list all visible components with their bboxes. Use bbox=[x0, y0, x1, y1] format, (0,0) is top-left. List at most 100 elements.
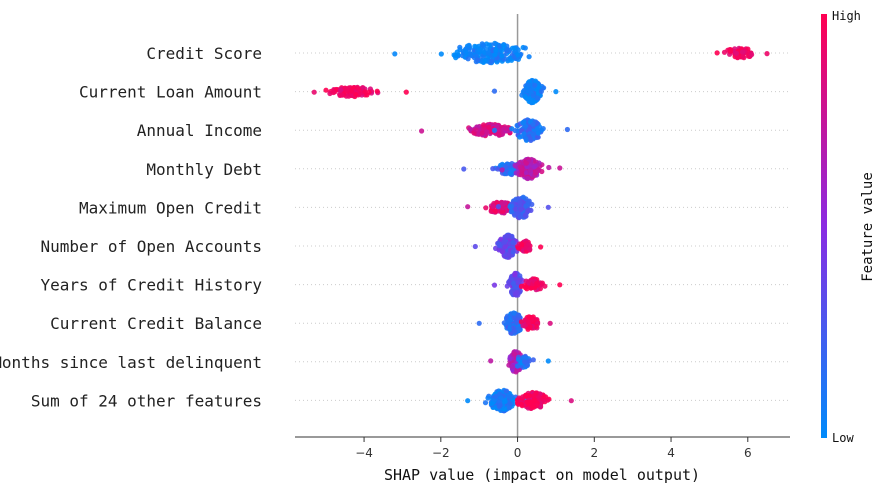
shap-dot bbox=[438, 51, 444, 57]
shap-dot bbox=[533, 390, 539, 396]
shap-dot bbox=[454, 49, 460, 55]
shap-dot bbox=[527, 324, 533, 330]
shap-dot bbox=[514, 320, 520, 326]
colorbar-title: Feature value bbox=[860, 172, 876, 282]
shap-dot bbox=[497, 391, 503, 397]
feature-label: Annual Income bbox=[137, 121, 262, 140]
shap-dot bbox=[467, 126, 473, 132]
shap-dot bbox=[526, 314, 532, 320]
colorbar: High Low Feature value bbox=[821, 9, 876, 445]
shap-dot bbox=[465, 204, 471, 210]
shap-dot bbox=[543, 394, 549, 400]
shap-dot bbox=[482, 57, 488, 64]
shap-dot bbox=[530, 132, 537, 138]
shap-dot bbox=[506, 405, 512, 411]
shap-dot bbox=[533, 323, 539, 329]
shap-dot bbox=[523, 203, 529, 209]
shap-dot bbox=[374, 88, 380, 94]
shap-dot bbox=[545, 358, 551, 364]
shap-dot bbox=[520, 194, 526, 200]
shap-dot bbox=[523, 393, 529, 399]
shap-dot bbox=[528, 137, 534, 143]
shap-dot bbox=[523, 135, 529, 141]
shap-dot bbox=[353, 91, 359, 98]
shap-dot bbox=[525, 175, 531, 182]
shap-dot bbox=[517, 200, 523, 206]
shap-dot bbox=[517, 134, 523, 140]
shap-dot bbox=[508, 209, 514, 215]
shap-dot bbox=[527, 167, 534, 173]
shap-dot bbox=[557, 165, 563, 171]
shap-dot bbox=[512, 272, 518, 278]
shap-dot bbox=[523, 278, 529, 284]
shap-dot bbox=[514, 368, 520, 374]
shap-dot bbox=[466, 42, 472, 49]
shap-dot bbox=[512, 128, 518, 134]
shap-dot bbox=[518, 206, 524, 212]
shap-dot bbox=[528, 207, 534, 213]
shap-dot bbox=[733, 50, 740, 56]
feature-labels: Credit Score Current Loan Amount Annual In… bbox=[0, 44, 262, 410]
shap-dot bbox=[522, 212, 528, 218]
shap-dot bbox=[525, 82, 532, 88]
shap-dot bbox=[495, 204, 501, 210]
shap-dot bbox=[520, 89, 526, 95]
shap-dot bbox=[496, 403, 502, 409]
shap-dot bbox=[493, 48, 499, 54]
shap-dot bbox=[503, 164, 509, 170]
shap-dot bbox=[491, 282, 498, 288]
shap-dot bbox=[531, 164, 537, 170]
shap-dot bbox=[568, 398, 574, 404]
shap-dot bbox=[462, 48, 468, 54]
shap-dot bbox=[506, 393, 512, 399]
shap-dot bbox=[518, 172, 525, 178]
shap-dot bbox=[531, 397, 538, 404]
shap-dot bbox=[490, 204, 496, 210]
shap-dot bbox=[535, 167, 541, 173]
shap-dot bbox=[557, 282, 563, 288]
shap-dot bbox=[501, 239, 507, 245]
shap-dot bbox=[495, 166, 501, 172]
shap-dot bbox=[764, 51, 770, 57]
shap-dot bbox=[530, 121, 536, 127]
shap-dot bbox=[498, 395, 504, 401]
shap-dot bbox=[519, 241, 525, 247]
shap-dot bbox=[339, 92, 345, 98]
shap-dot bbox=[453, 55, 459, 61]
shap-dot bbox=[749, 52, 755, 58]
shap-dot bbox=[547, 320, 553, 326]
x-tick-label: −2 bbox=[432, 446, 450, 460]
shap-dot bbox=[323, 87, 329, 93]
shap-dot bbox=[506, 280, 512, 286]
shap-dot bbox=[507, 326, 513, 332]
shap-dot bbox=[505, 252, 511, 258]
shap-dot bbox=[735, 55, 741, 61]
shap-dots bbox=[311, 40, 770, 414]
shap-dot bbox=[502, 244, 508, 250]
shap-dot bbox=[496, 242, 503, 249]
shap-dot bbox=[496, 131, 502, 138]
shap-dot bbox=[530, 357, 536, 363]
shap-dot bbox=[504, 233, 510, 239]
shap-dot bbox=[728, 47, 734, 53]
shap-dot bbox=[349, 88, 355, 94]
shap-dot bbox=[526, 54, 532, 60]
shap-dot bbox=[493, 393, 499, 400]
shap-dot bbox=[510, 401, 517, 407]
shap-dot bbox=[491, 127, 498, 133]
shap-dot bbox=[337, 87, 344, 93]
shap-dot bbox=[366, 89, 372, 95]
x-tick-label: 2 bbox=[590, 446, 598, 460]
shap-dot bbox=[492, 52, 498, 58]
shap-dot bbox=[526, 319, 532, 325]
colorbar-low-label: Low bbox=[832, 431, 854, 445]
shap-dot bbox=[515, 210, 521, 216]
feature-label: Credit Score bbox=[146, 44, 262, 63]
shap-dot bbox=[534, 95, 541, 101]
shap-dot bbox=[515, 312, 522, 318]
shap-dot bbox=[490, 166, 496, 172]
shap-dot bbox=[344, 86, 350, 92]
shap-dot bbox=[362, 89, 368, 95]
shap-dot bbox=[499, 53, 505, 59]
shap-dot bbox=[499, 167, 505, 173]
